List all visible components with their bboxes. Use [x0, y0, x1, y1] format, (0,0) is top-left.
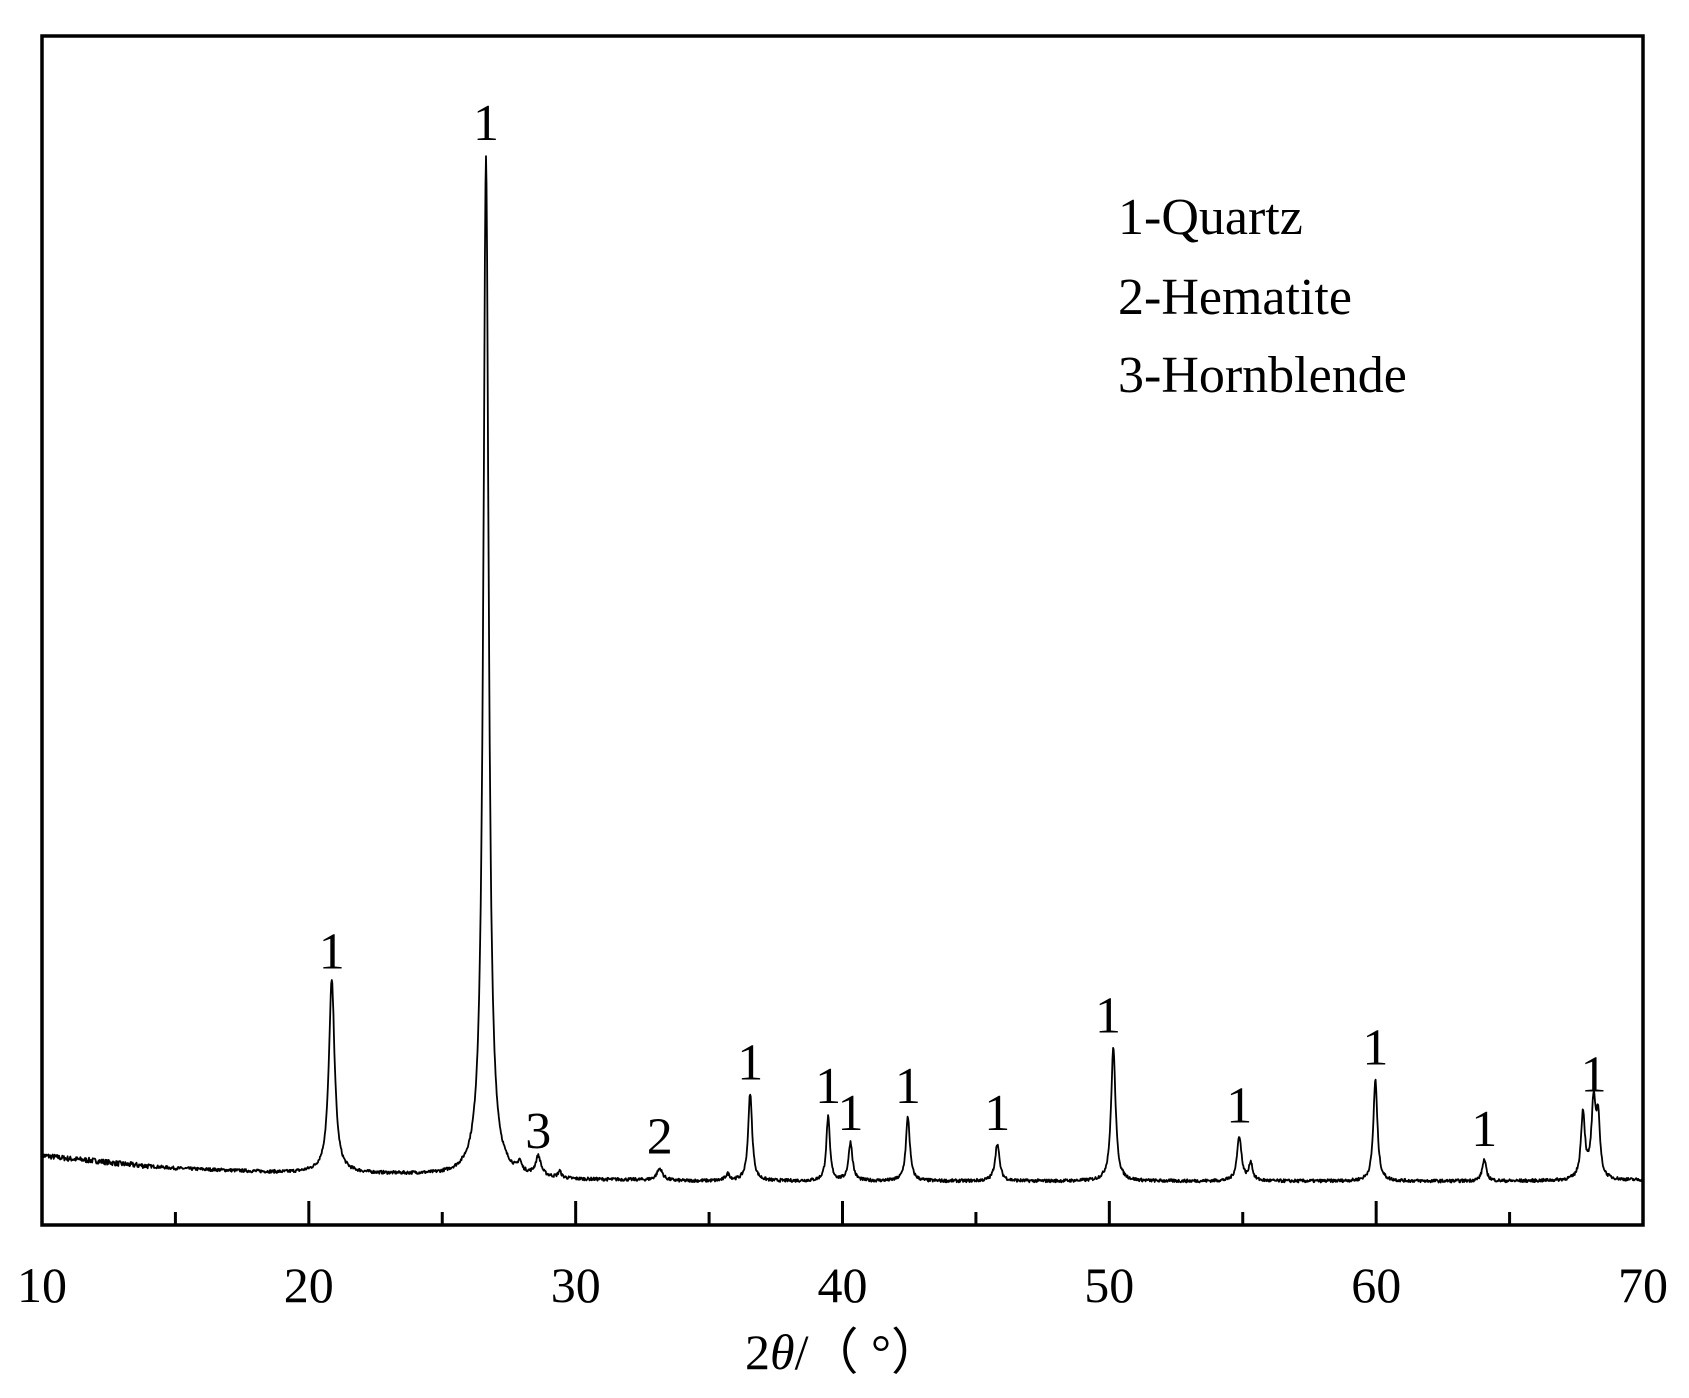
legend: 1-Quartz 2-Hematite 3-Hornblende: [1118, 189, 1407, 404]
x-tick-label: 40: [818, 1257, 868, 1313]
peak-label: 1: [1226, 1077, 1252, 1134]
x-axis-title-symbol: θ: [770, 1324, 795, 1380]
x-tick-label: 60: [1351, 1257, 1401, 1313]
peak-label: 1: [319, 924, 345, 981]
plot-frame: [40, 34, 1645, 1227]
peak-label: 1: [895, 1058, 921, 1115]
legend-entry-hematite: 2-Hematite: [1118, 269, 1352, 326]
peak-label: 1: [984, 1085, 1010, 1142]
peak-label: 1: [1471, 1101, 1497, 1158]
x-tick-label: 70: [1618, 1257, 1668, 1313]
x-tick-label: 50: [1084, 1257, 1134, 1313]
xrd-pattern-line: [41, 155, 1644, 1184]
peak-label: 3: [525, 1103, 551, 1160]
peak-label: 1: [737, 1035, 763, 1092]
peak-label: 2: [647, 1108, 673, 1165]
x-tick-label: 10: [17, 1257, 67, 1313]
peak-label: 1: [815, 1058, 841, 1115]
peak-label: 1: [1362, 1020, 1388, 1077]
x-axis-title-prefix: 2: [745, 1324, 770, 1380]
legend-entry-quartz: 1-Quartz: [1118, 189, 1303, 246]
x-tick-label: 20: [284, 1257, 334, 1313]
data-layer: [41, 155, 1644, 1184]
x-axis-title: 2θ/（ °）: [745, 1324, 941, 1380]
tick-layer: 10 20 30 40 50 60 70: [17, 1201, 1668, 1313]
x-axis-title-unit: /（ °）: [795, 1324, 941, 1380]
legend-entry-hornblende: 3-Hornblende: [1118, 347, 1407, 404]
peak-label: 1: [838, 1085, 864, 1142]
peak-label: 1: [1095, 988, 1121, 1045]
x-tick-label: 30: [551, 1257, 601, 1313]
peak-label: 1: [473, 95, 499, 152]
peak-label: 1: [1581, 1046, 1607, 1103]
